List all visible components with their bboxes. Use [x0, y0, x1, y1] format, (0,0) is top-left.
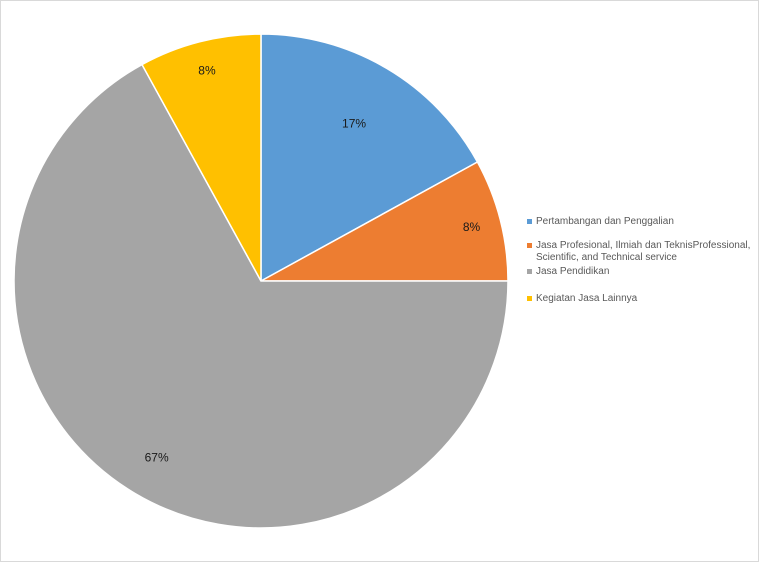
legend: Pertambangan dan Penggalian Jasa Profesi…	[527, 216, 755, 305]
pie-slice-pertambangan	[260, 33, 479, 283]
pie-slice-jasa-profesional	[260, 160, 509, 282]
legend-item-jasa-profesional: Jasa Profesional, Ilmiah dan TeknisProfe…	[527, 240, 755, 264]
legend-swatch-kegiatan-jasa	[527, 296, 532, 301]
pie-slice-kegiatan-jasa	[140, 33, 262, 282]
legend-label-jasa-profesional: Jasa Profesional, Ilmiah dan TeknisProfe…	[536, 240, 751, 263]
data-label-pertambangan: 17%	[342, 117, 366, 131]
legend-label-jasa-pendidikan: Jasa Pendidikan	[536, 266, 610, 277]
legend-item-kegiatan-jasa: Kegiatan Jasa Lainnya	[527, 293, 755, 305]
pie-slice-jasa-pendidikan	[13, 63, 509, 529]
legend-item-jasa-pendidikan: Jasa Pendidikan	[527, 266, 755, 278]
data-label-jasa-profesional: 8%	[463, 220, 481, 234]
legend-swatch-pertambangan	[527, 219, 532, 224]
pie-data-labels: 17% 8% 67% 8%	[145, 63, 481, 464]
legend-label-pertambangan: Pertambangan dan Penggalian	[536, 216, 674, 227]
data-label-jasa-pendidikan: 67%	[145, 450, 169, 464]
legend-label-kegiatan-jasa: Kegiatan Jasa Lainnya	[536, 293, 638, 304]
legend-swatch-jasa-pendidikan	[527, 269, 532, 274]
data-label-kegiatan-jasa: 8%	[198, 63, 216, 77]
legend-item-pertambangan: Pertambangan dan Penggalian	[527, 216, 755, 228]
pie-slices	[13, 33, 509, 529]
legend-swatch-jasa-profesional	[527, 243, 532, 248]
